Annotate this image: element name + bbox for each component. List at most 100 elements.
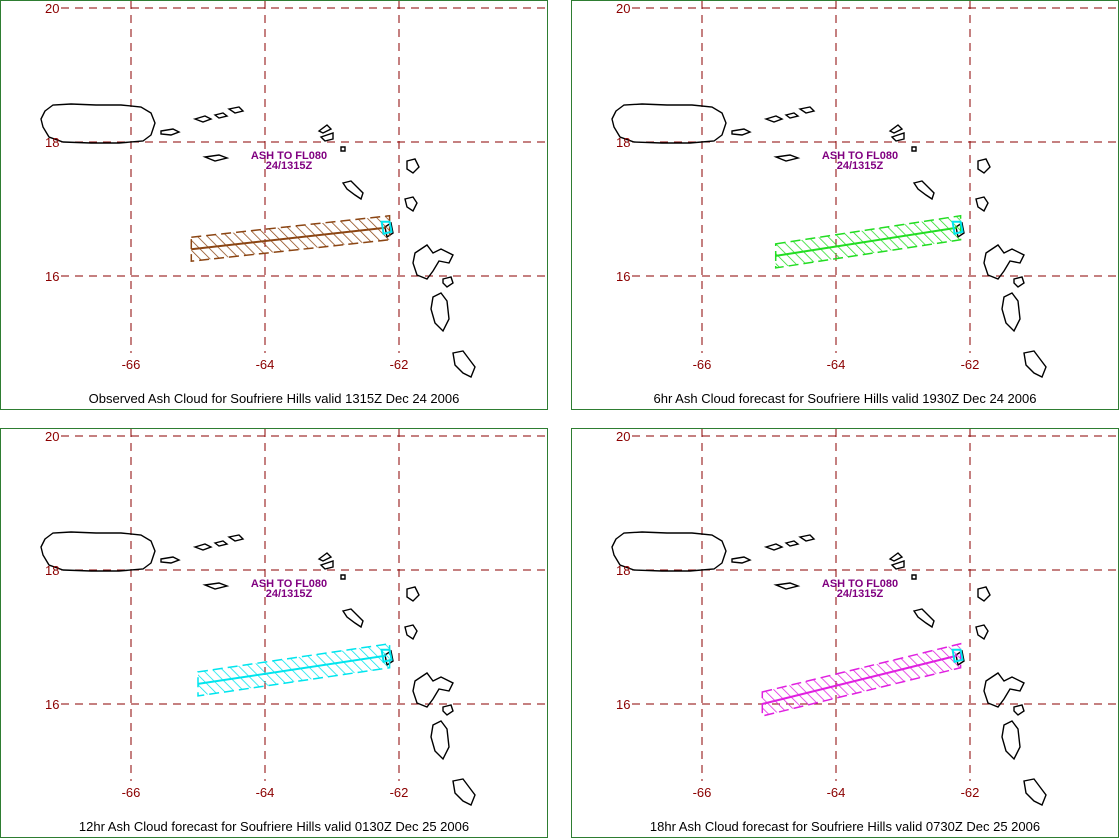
- lat-label: 16: [45, 269, 59, 284]
- st-croix-island: [773, 154, 801, 162]
- ash-cloud-axis: [191, 226, 386, 251]
- lon-label: -66: [693, 357, 712, 372]
- st-kitts-island: [341, 180, 364, 201]
- lon-label: -64: [256, 785, 275, 800]
- vieques-island: [160, 128, 181, 136]
- martinique-island: [1023, 778, 1047, 806]
- guadeloupe-island: [412, 672, 454, 708]
- saba-island: [340, 146, 346, 152]
- map-panel-18hr: 20 18 16 -66 -64 -62 ASH TO FL080 24/1315Z 18hr …: [571, 428, 1119, 838]
- virgin-islands-3: [227, 106, 245, 114]
- anguilla-island: [888, 124, 904, 134]
- barbuda-island: [975, 196, 989, 213]
- vieques-island: [731, 556, 752, 564]
- map-panel-6hr: 20 18 16 -66 -64 -62 ASH TO FL080 24/1315Z 6hr A…: [571, 0, 1119, 410]
- volcano-marker-icon: [951, 648, 964, 663]
- marie-galante-island: [1013, 704, 1025, 716]
- st-kitts-island: [912, 608, 935, 629]
- ash-annotation-level: ASH TO FL080: [822, 578, 898, 590]
- vieques-island: [160, 556, 181, 564]
- virgin-islands-1: [192, 115, 213, 123]
- antigua-island: [977, 586, 991, 602]
- dominica-island: [1001, 292, 1021, 333]
- ash-annotation-time: 24/1315Z: [837, 160, 884, 172]
- ash-annotation-time: 24/1315Z: [266, 588, 313, 600]
- panel-caption: 12hr Ash Cloud forecast for Soufriere Hi…: [78, 819, 470, 834]
- ash-annotation-level: ASH TO FL080: [251, 578, 327, 590]
- virgin-islands-2: [213, 540, 229, 547]
- st-croix-island: [773, 582, 801, 590]
- saba-island: [911, 574, 917, 580]
- anguilla-island: [317, 124, 333, 134]
- saba-island: [911, 146, 917, 152]
- lat-label: 20: [45, 429, 59, 444]
- dominica-island: [430, 720, 450, 761]
- barbuda-island: [975, 624, 989, 641]
- lat-label: 16: [616, 697, 630, 712]
- guadeloupe-island: [412, 244, 454, 280]
- antigua-island: [977, 158, 991, 174]
- lat-label: 20: [616, 1, 630, 16]
- ash-annotation-time: 24/1315Z: [266, 160, 313, 172]
- ash-annotation-level: ASH TO FL080: [251, 150, 327, 162]
- virgin-islands-2: [784, 540, 800, 547]
- lon-label: -62: [961, 785, 980, 800]
- lat-label: 16: [616, 269, 630, 284]
- lon-label: -64: [827, 785, 846, 800]
- st-barths-island: [890, 560, 905, 570]
- vieques-island: [731, 128, 752, 136]
- lat-label: 20: [45, 1, 59, 16]
- martinique-island: [1023, 350, 1047, 378]
- panel-caption: 6hr Ash Cloud forecast for Soufriere Hil…: [653, 391, 1037, 406]
- virgin-islands-1: [192, 543, 213, 551]
- lat-label: 16: [45, 697, 59, 712]
- antigua-island: [406, 586, 420, 602]
- map-panel-12hr: 20 18 16 -66 -64 -62 ASH TO FL080 24/1315Z 12hr …: [0, 428, 549, 838]
- panel-caption: Observed Ash Cloud for Soufriere Hills v…: [88, 391, 460, 406]
- anguilla-island: [317, 552, 333, 562]
- lat-label: 20: [616, 429, 630, 444]
- lon-label: -64: [256, 357, 275, 372]
- puerto-rico-island: [611, 103, 727, 144]
- lat-label: 18: [45, 135, 59, 150]
- virgin-islands-2: [784, 112, 800, 119]
- ash-annotation-level: ASH TO FL080: [822, 150, 898, 162]
- panel-caption: 18hr Ash Cloud forecast for Soufriere Hi…: [649, 819, 1041, 834]
- virgin-islands-3: [798, 106, 816, 114]
- lon-label: -62: [961, 357, 980, 372]
- virgin-islands-3: [227, 534, 245, 542]
- guadeloupe-island: [983, 244, 1025, 280]
- st-barths-island: [319, 560, 334, 570]
- martinique-island: [452, 350, 476, 378]
- lon-label: -62: [390, 357, 409, 372]
- anguilla-island: [888, 552, 904, 562]
- st-kitts-island: [341, 608, 364, 629]
- lon-label: -66: [122, 357, 141, 372]
- lon-label: -64: [827, 357, 846, 372]
- ash-annotation-time: 24/1315Z: [837, 588, 884, 600]
- barbuda-island: [404, 624, 418, 641]
- volcano-marker-icon: [951, 220, 964, 235]
- marie-galante-island: [442, 276, 454, 288]
- virgin-islands-2: [213, 112, 229, 119]
- st-croix-island: [202, 154, 230, 162]
- virgin-islands-1: [763, 543, 784, 551]
- volcano-marker-icon: [380, 220, 393, 235]
- martinique-island: [452, 778, 476, 806]
- virgin-islands-1: [763, 115, 784, 123]
- ash-cloud-axis: [197, 654, 386, 685]
- lon-label: -66: [122, 785, 141, 800]
- marie-galante-island: [1013, 276, 1025, 288]
- dominica-island: [430, 292, 450, 333]
- volcano-marker-icon: [380, 648, 393, 663]
- lon-label: -66: [693, 785, 712, 800]
- barbuda-island: [404, 196, 418, 213]
- st-barths-island: [890, 132, 905, 142]
- map-panel-observed: 20 18 16 -66 -64 -62 ASH TO FL080 24/1315Z Obser…: [0, 0, 549, 410]
- lat-label: 18: [616, 135, 630, 150]
- guadeloupe-island: [983, 672, 1025, 708]
